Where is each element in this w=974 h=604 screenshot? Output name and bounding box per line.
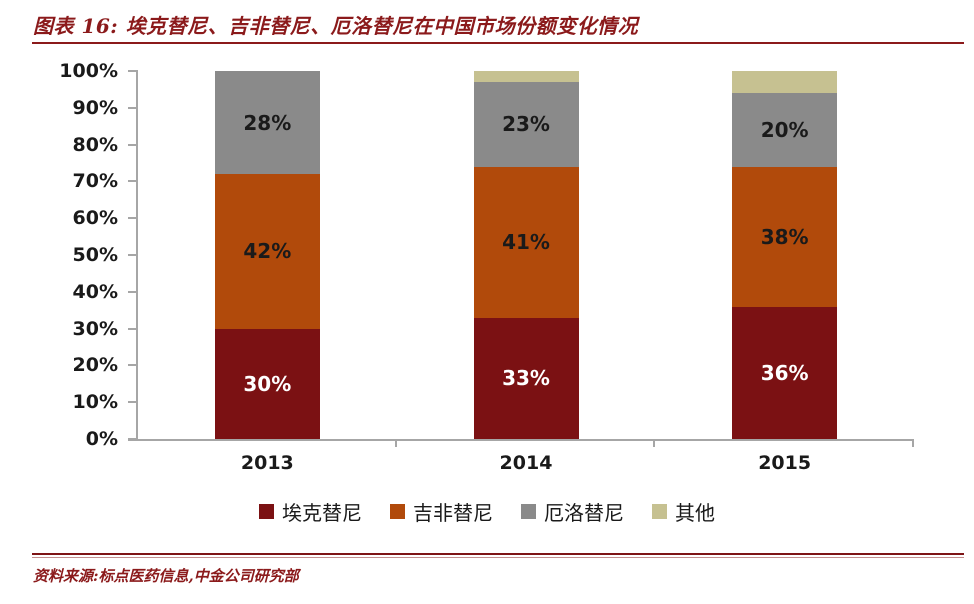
y-tick-mark bbox=[128, 364, 136, 367]
y-tick-label: 80% bbox=[72, 133, 118, 156]
source-note: 资料来源:标点医药信息,中金公司研究部 bbox=[33, 567, 299, 585]
legend-label: 厄洛替尼 bbox=[544, 501, 624, 525]
bar-2014: 33% 41% 23% bbox=[473, 71, 579, 439]
x-axis-line bbox=[128, 439, 914, 441]
bar-segment-其他-2014 bbox=[473, 71, 579, 83]
legend-label: 埃克替尼 bbox=[282, 501, 362, 525]
x-tick-mark bbox=[912, 439, 914, 447]
y-tick-label: 100% bbox=[59, 60, 118, 82]
legend-label: 吉非替尼 bbox=[413, 501, 493, 525]
bar-2013: 30% 42% 28% bbox=[214, 71, 320, 439]
y-tick-label: 50% bbox=[72, 244, 118, 266]
bar-segment-厄洛替尼-2014: 23% bbox=[473, 82, 579, 167]
legend-item-其他: 其他 bbox=[652, 497, 715, 526]
x-category-label: 2013 bbox=[240, 452, 294, 474]
y-axis-line bbox=[136, 70, 138, 441]
y-tick-label: 40% bbox=[72, 280, 118, 303]
chart-legend: 埃克替尼 吉非替尼 厄洛替尼 其他 bbox=[0, 497, 974, 526]
y-tick-mark bbox=[128, 143, 136, 146]
footer-divider-thin bbox=[32, 557, 964, 558]
bar-segment-埃克替尼-2013: 30% bbox=[214, 328, 320, 439]
plot-area: 30% 42% 28% 33% 41% 23% 36% 38% 20% bbox=[138, 71, 914, 439]
legend-item-厄洛替尼: 厄洛替尼 bbox=[521, 497, 624, 526]
bar-segment-吉非替尼-2015: 38% bbox=[732, 166, 838, 307]
y-tick-label: 30% bbox=[72, 317, 118, 340]
legend-swatch-icon bbox=[259, 504, 274, 519]
legend-item-吉非替尼: 吉非替尼 bbox=[390, 497, 493, 526]
y-tick-mark bbox=[128, 254, 136, 256]
y-tick-label: 60% bbox=[72, 207, 118, 230]
legend-swatch-icon bbox=[652, 504, 667, 519]
bar-segment-埃克替尼-2015: 36% bbox=[732, 306, 838, 439]
y-tick-mark bbox=[128, 401, 136, 404]
y-tick-label: 10% bbox=[72, 391, 118, 414]
x-tick-mark bbox=[394, 439, 397, 447]
x-tick-mark bbox=[653, 439, 656, 447]
y-tick-mark bbox=[128, 180, 136, 183]
y-tick-label: 70% bbox=[72, 170, 118, 193]
bar-segment-其他-2015 bbox=[732, 71, 838, 94]
x-category-label: 2015 bbox=[758, 452, 812, 474]
y-tick-mark bbox=[128, 70, 136, 72]
y-tick-mark bbox=[128, 217, 136, 220]
title-divider bbox=[32, 42, 964, 44]
legend-swatch-icon bbox=[521, 504, 536, 519]
stacked-bar-chart: 0% 10% 20% 30% 40% 50% 60% 70% 80% 90% 100% 30% 42%… bbox=[59, 60, 914, 525]
legend-label: 其他 bbox=[675, 501, 715, 525]
y-tick-mark bbox=[128, 290, 136, 293]
bar-segment-埃克替尼-2014: 33% bbox=[473, 317, 579, 439]
y-tick-mark bbox=[128, 106, 136, 109]
y-tick-label: 0% bbox=[85, 428, 118, 450]
bar-segment-厄洛替尼-2015: 20% bbox=[732, 93, 838, 167]
y-tick-label: 90% bbox=[72, 96, 118, 119]
y-tick-mark bbox=[128, 438, 136, 440]
bar-segment-吉非替尼-2014: 41% bbox=[473, 166, 579, 318]
bar-segment-吉非替尼-2013: 42% bbox=[214, 174, 320, 329]
x-category-label: 2014 bbox=[499, 452, 553, 474]
y-tick-label: 20% bbox=[72, 354, 118, 377]
legend-swatch-icon bbox=[390, 504, 405, 519]
legend-item-埃克替尼: 埃克替尼 bbox=[259, 497, 362, 526]
bar-2015: 36% 38% 20% bbox=[732, 71, 838, 439]
figure-title: 图表 16: 埃克替尼、吉非替尼、厄洛替尼在中国市场份额变化情况 bbox=[33, 14, 639, 38]
footer-divider bbox=[32, 553, 964, 555]
y-tick-mark bbox=[128, 327, 136, 330]
bar-segment-厄洛替尼-2013: 28% bbox=[214, 71, 320, 175]
